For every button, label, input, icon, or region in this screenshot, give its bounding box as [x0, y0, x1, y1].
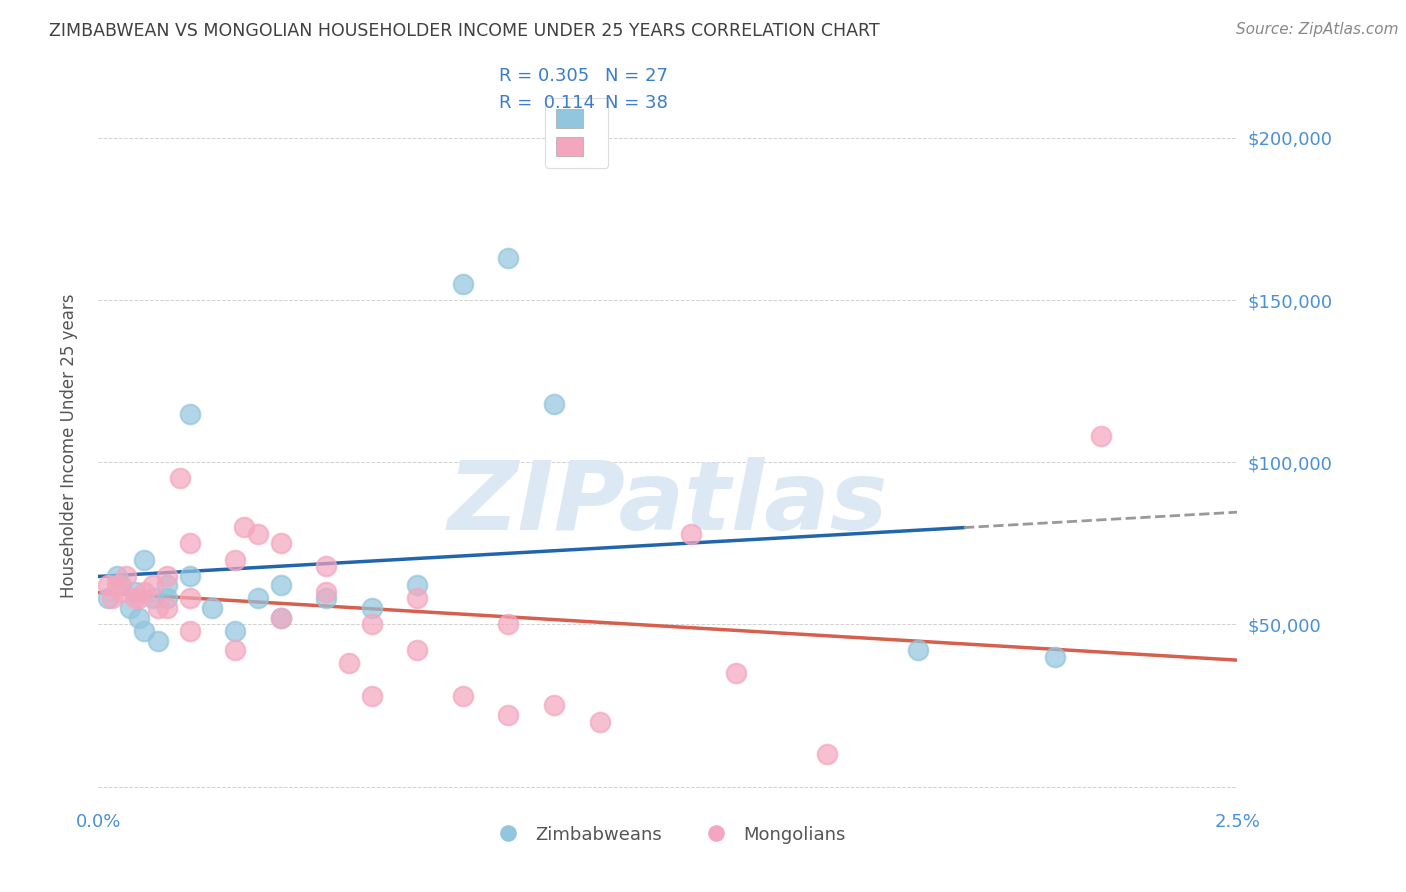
- Point: [543, 397, 565, 411]
- Point: [179, 536, 201, 550]
- Text: ZIMBABWEAN VS MONGOLIAN HOUSEHOLDER INCOME UNDER 25 YEARS CORRELATION CHART: ZIMBABWEAN VS MONGOLIAN HOUSEHOLDER INCO…: [49, 22, 880, 40]
- Point: [156, 568, 179, 582]
- Point: [1043, 649, 1066, 664]
- Point: [360, 617, 382, 632]
- Point: [156, 578, 179, 592]
- Point: [142, 591, 165, 606]
- Text: ZIPatlas: ZIPatlas: [447, 457, 889, 549]
- Point: [179, 591, 201, 606]
- Point: [132, 624, 155, 638]
- Point: [179, 624, 201, 638]
- Point: [110, 578, 132, 592]
- Point: [246, 526, 269, 541]
- Point: [105, 568, 128, 582]
- Point: [110, 585, 132, 599]
- Point: [270, 611, 292, 625]
- Y-axis label: Householder Income Under 25 years: Householder Income Under 25 years: [59, 293, 77, 599]
- Point: [224, 643, 246, 657]
- Point: [270, 578, 292, 592]
- Point: [224, 552, 246, 566]
- Point: [146, 633, 169, 648]
- Point: [146, 601, 169, 615]
- Point: [498, 251, 520, 265]
- Text: R =  0.114: R = 0.114: [499, 94, 595, 112]
- Point: [124, 585, 146, 599]
- Point: [156, 591, 179, 606]
- Point: [1090, 429, 1112, 443]
- Point: [543, 698, 565, 713]
- Legend: , : ,: [546, 98, 609, 168]
- Point: [498, 617, 520, 632]
- Point: [315, 585, 337, 599]
- Point: [907, 643, 929, 657]
- Point: [815, 747, 838, 761]
- Text: N = 38: N = 38: [605, 94, 668, 112]
- Point: [406, 578, 429, 592]
- Point: [679, 526, 702, 541]
- Point: [360, 601, 382, 615]
- Point: [124, 591, 146, 606]
- Point: [233, 520, 256, 534]
- Point: [588, 714, 610, 729]
- Point: [179, 568, 201, 582]
- Point: [337, 657, 360, 671]
- Point: [270, 536, 292, 550]
- Point: [96, 578, 118, 592]
- Text: N = 27: N = 27: [605, 67, 668, 85]
- Text: R = 0.305: R = 0.305: [499, 67, 589, 85]
- Point: [128, 591, 150, 606]
- Point: [179, 407, 201, 421]
- Point: [128, 611, 150, 625]
- Point: [114, 568, 136, 582]
- Point: [224, 624, 246, 638]
- Point: [360, 689, 382, 703]
- Point: [725, 666, 748, 681]
- Point: [201, 601, 224, 615]
- Text: Source: ZipAtlas.com: Source: ZipAtlas.com: [1236, 22, 1399, 37]
- Point: [156, 601, 179, 615]
- Point: [246, 591, 269, 606]
- Point: [120, 601, 142, 615]
- Point: [270, 611, 292, 625]
- Point: [406, 643, 429, 657]
- Point: [451, 689, 474, 703]
- Point: [105, 578, 128, 592]
- Point: [132, 585, 155, 599]
- Point: [132, 552, 155, 566]
- Point: [142, 578, 165, 592]
- Point: [498, 708, 520, 723]
- Point: [96, 591, 118, 606]
- Point: [315, 591, 337, 606]
- Point: [169, 471, 191, 485]
- Point: [101, 591, 124, 606]
- Point: [451, 277, 474, 291]
- Point: [406, 591, 429, 606]
- Point: [315, 559, 337, 574]
